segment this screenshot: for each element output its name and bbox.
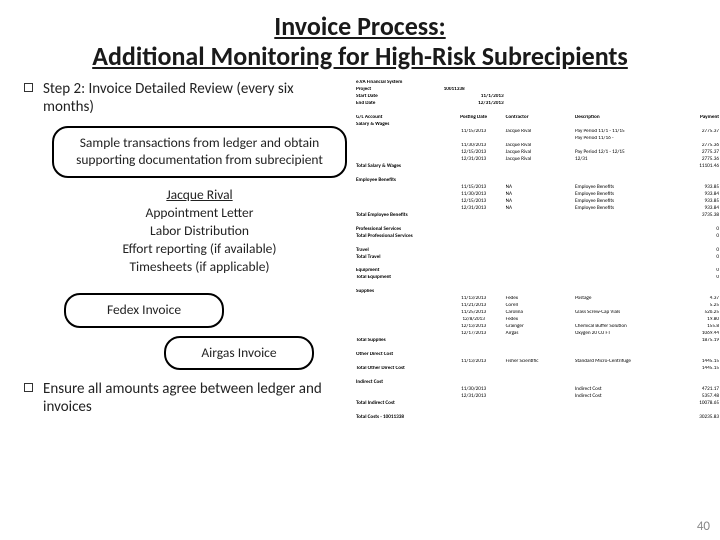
travel-label: Travel	[355, 247, 443, 254]
table-row: 12/8/2013Fedex19.80	[355, 317, 720, 324]
sect-label: Supplies	[355, 289, 443, 296]
table-row: 11/30/2013Jacque Rival2775.36	[355, 143, 720, 150]
bubble-fedex: Fedex Invoice	[64, 293, 224, 328]
bubble-sample: Sample transactions from ledger and obta…	[52, 126, 347, 178]
table-row: 11/13/2013FedexPostage4.37	[355, 296, 720, 303]
bubble-airgas: Airgas Invoice	[164, 336, 314, 371]
table-row: 12/13/2013GraingerChemical Buffer Soluti…	[355, 324, 720, 331]
ledger-panel: e.VA Financial System Project10011338 St…	[355, 80, 720, 427]
document-list: Jacque Rival Appointment Letter Labor Di…	[52, 186, 347, 277]
checkbox-icon	[24, 83, 33, 92]
table-row: 12/31/2013Indirect Cost5357.48	[355, 393, 720, 400]
sect-label: Salary & Wages	[355, 122, 443, 129]
table-row: 12/15/2013NAEmployee Benefits933.85	[355, 198, 720, 205]
col-date: Posting Date	[443, 115, 505, 122]
sect-total: Total Indirect Cost	[355, 400, 443, 407]
ledger-table: e.VA Financial System Project10011338 St…	[355, 80, 720, 421]
col-contractor: Contractor	[505, 115, 574, 122]
sect-total: Total Salary & Wages	[355, 163, 443, 170]
equip-label: Equipment	[355, 268, 443, 275]
jacque-name: Jacque Rival	[52, 186, 347, 204]
sect-label: Employee Benefits	[355, 177, 443, 184]
equip-total: Total Equipment	[355, 275, 443, 282]
table-row: 11/15/2013NAEmployee Benefits933.85	[355, 184, 720, 191]
proj-label: Project	[355, 87, 443, 94]
table-row: 11/30/2013Indirect Cost4721.17	[355, 386, 720, 393]
prof-label: Professional Services	[355, 226, 443, 233]
start-val: 11/1/2013	[443, 94, 505, 101]
table-row: 12/17/2013AirgasOxygen 20 CU FT1069.44	[355, 331, 720, 338]
doc-item: Timesheets (if applicable)	[52, 258, 347, 276]
col-pay: Payment	[669, 115, 720, 122]
table-row: 12/31/2013Jacque Rival12/312775.36	[355, 156, 720, 163]
grand-label: Total Costs - 10011338	[355, 414, 443, 421]
start-label: Start Date	[355, 94, 443, 101]
grand-val: 30235.83	[669, 414, 720, 421]
title-line2: Additional Monitoring for High-Risk Subr…	[92, 40, 628, 72]
title-line1: Invoice Process:	[274, 10, 445, 42]
sect-total: Total Other Direct Cost	[355, 366, 443, 373]
prof-total: Total Professional Services	[355, 233, 443, 240]
proj-val: 10011338	[443, 87, 505, 94]
left-column: Step 2: Invoice Detailed Review (every s…	[0, 80, 355, 427]
table-row: 12/15/2013Jacque RivalPay Period 12/1 - …	[355, 149, 720, 156]
table-row: Pay Period 11/16 -	[355, 136, 720, 143]
sect-label: Indirect Cost	[355, 379, 443, 386]
end-val: 12/31/2013	[443, 101, 505, 108]
col-desc: Description	[574, 115, 669, 122]
table-row: 11/13/2013Fisher ScientificStandard Micr…	[355, 359, 720, 366]
doc-item: Effort reporting (if available)	[52, 240, 347, 258]
ledger-system: e.VA Financial System	[355, 80, 443, 87]
travel-total: Total Travel	[355, 254, 443, 261]
checkbox-icon	[24, 383, 33, 392]
step2-text: Step 2: Invoice Detailed Review (every s…	[43, 80, 347, 116]
sect-total: Total Supplies	[355, 338, 443, 345]
table-row: 11/21/2013Corell5.25	[355, 303, 720, 310]
slide-title: Invoice Process: Additional Monitoring f…	[0, 0, 720, 72]
end-label: End Date	[355, 101, 443, 108]
table-row: 12/31/2013NAEmployee Benefits933.84	[355, 205, 720, 212]
table-row: 11/25/2013CarolinaGlass Screw-Cap Vials5…	[355, 310, 720, 317]
sect-label: Other Direct Cost	[355, 352, 443, 359]
doc-item: Appointment Letter	[52, 204, 347, 222]
table-row: 11/30/2013NAEmployee Benefits933.84	[355, 191, 720, 198]
step-final-text: Ensure all amounts agree between ledger …	[43, 380, 347, 416]
page-number: 40	[697, 519, 710, 534]
sect-total: Total Employee Benefits	[355, 212, 443, 219]
col-gl: G/L Account	[355, 115, 443, 122]
table-row: 11/15/2013Jacque RivalPay Period 11/1 - …	[355, 129, 720, 136]
doc-item: Labor Distribution	[52, 222, 347, 240]
